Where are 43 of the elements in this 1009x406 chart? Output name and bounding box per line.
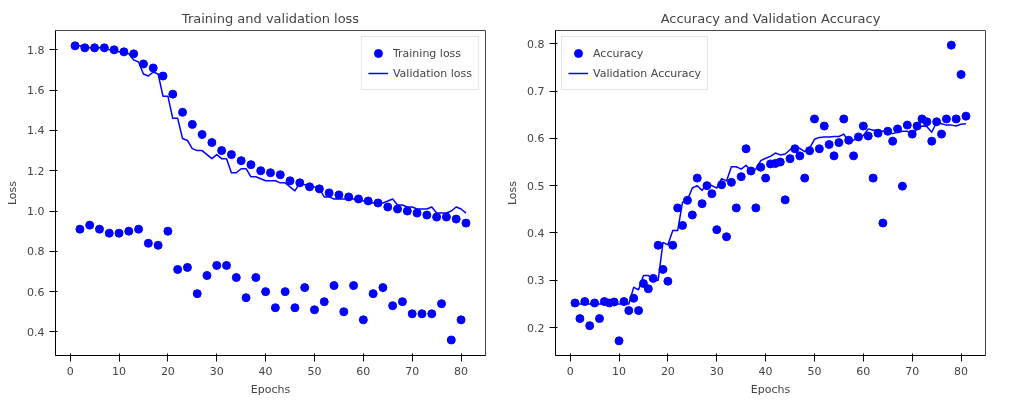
legend-label: Validation Accuracy <box>593 65 702 82</box>
x-tick-label: 30 <box>709 364 724 378</box>
chart-title: Accuracy and Validation Accuracy <box>660 10 881 26</box>
x-tick-label: 0 <box>66 364 74 378</box>
legend-label: Validation loss <box>392 65 472 82</box>
y-tick-label: 1.6 <box>27 84 45 98</box>
y-tick-label: 0.8 <box>27 245 45 259</box>
y-tick-label: 1.4 <box>27 124 45 138</box>
x-tick-label: 60 <box>856 364 871 378</box>
x-tick-label: 50 <box>307 364 322 378</box>
x-tick-label: 30 <box>209 364 224 378</box>
chart-title: Training and validation loss <box>180 10 360 26</box>
y-tick-label: 1.8 <box>27 43 45 57</box>
legend-label: Accuracy <box>593 45 644 62</box>
y-tick-label: 0.8 <box>527 37 545 51</box>
x-tick-label: 50 <box>807 364 822 378</box>
x-tick-label: 70 <box>905 364 920 378</box>
x-tick-label: 20 <box>160 364 175 378</box>
x-tick-label: 20 <box>660 364 675 378</box>
x-tick-label: 70 <box>405 364 420 378</box>
x-tick-label: 80 <box>454 364 469 378</box>
y-tick-label: 1.0 <box>27 205 45 219</box>
y-tick-label: 0.4 <box>27 325 45 339</box>
x-tick-label: 40 <box>258 364 273 378</box>
legend-label: Training loss <box>392 45 462 62</box>
y-tick-label: 0.3 <box>527 274 545 288</box>
x-tick-label: 60 <box>356 364 371 378</box>
x-tick-label: 10 <box>612 364 627 378</box>
x-tick-label: 10 <box>112 364 127 378</box>
y-tick-label: 0.4 <box>527 226 545 240</box>
x-axis-title: Epochs <box>750 382 791 396</box>
x-tick-label: 40 <box>758 364 773 378</box>
x-tick-label: 0 <box>566 364 574 378</box>
y-tick-label: 0.5 <box>527 179 545 193</box>
y-tick-label: 0.7 <box>527 85 545 99</box>
y-tick-label: 1.2 <box>27 164 45 178</box>
x-axis-title: Epochs <box>250 382 291 396</box>
y-axis-title: Loss <box>6 180 20 206</box>
y-tick-label: 0.2 <box>527 321 545 335</box>
y-tick-label: 0.6 <box>27 285 45 299</box>
x-tick-label: 80 <box>954 364 969 378</box>
y-axis-title: Loss <box>506 180 520 206</box>
y-tick-label: 0.6 <box>527 132 545 146</box>
